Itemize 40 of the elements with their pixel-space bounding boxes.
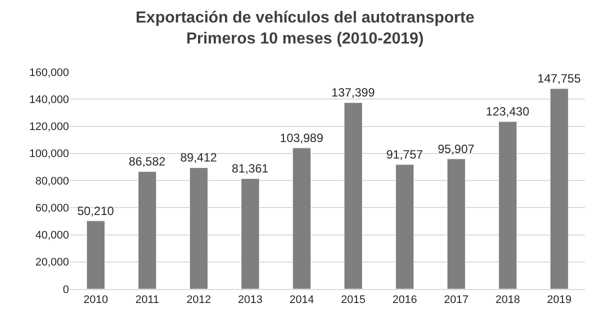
data-label: 147,755 — [537, 72, 582, 86]
data-label: 50,210 — [77, 204, 114, 218]
bar — [240, 178, 260, 289]
bar — [446, 158, 466, 289]
x-tick-label: 2019 — [547, 294, 572, 306]
x-tick-label: 2010 — [84, 294, 108, 306]
bar — [498, 121, 518, 289]
x-tick-label: 2017 — [444, 294, 468, 306]
x-tick-label: 2018 — [496, 294, 520, 306]
data-label: 137,399 — [331, 86, 376, 100]
data-label: 103,989 — [280, 130, 324, 145]
y-tick-label: 100,000 — [29, 148, 69, 160]
y-tick-label: 60,000 — [35, 202, 69, 214]
y-tick-label: 20,000 — [35, 256, 69, 269]
data-label: 86,582 — [128, 154, 166, 169]
y-tick-label: 140,000 — [29, 94, 69, 106]
x-tick-label: 2012 — [186, 294, 211, 306]
chart-title: Exportación de vehículos del autotransporte Primeros 10 meses (2010-2019) — [136, 10, 474, 48]
bar — [292, 148, 312, 289]
data-label: 81,361 — [232, 162, 269, 176]
x-tick-label: 2014 — [290, 294, 314, 306]
data-label: 91,757 — [386, 148, 424, 162]
data-label: 89,412 — [180, 150, 218, 165]
bar — [550, 88, 569, 289]
x-tick-label: 2011 — [135, 294, 160, 306]
x-tick-label: 2016 — [392, 294, 417, 306]
data-label: 123,430 — [486, 104, 530, 119]
data-label: 95,907 — [438, 142, 475, 156]
y-tick-label: 120,000 — [29, 121, 69, 134]
bar — [138, 171, 157, 289]
bar — [395, 164, 414, 289]
x-tick-label: 2013 — [238, 294, 262, 306]
bar — [344, 102, 363, 289]
y-tick-label: 40,000 — [35, 230, 69, 242]
x-tick-label: 2015 — [341, 294, 366, 306]
y-tick-label: 0 — [62, 284, 69, 296]
bar — [189, 167, 208, 289]
bar — [86, 220, 106, 289]
y-tick-label: 80,000 — [35, 175, 69, 188]
y-tick-label: 160,000 — [29, 66, 69, 79]
